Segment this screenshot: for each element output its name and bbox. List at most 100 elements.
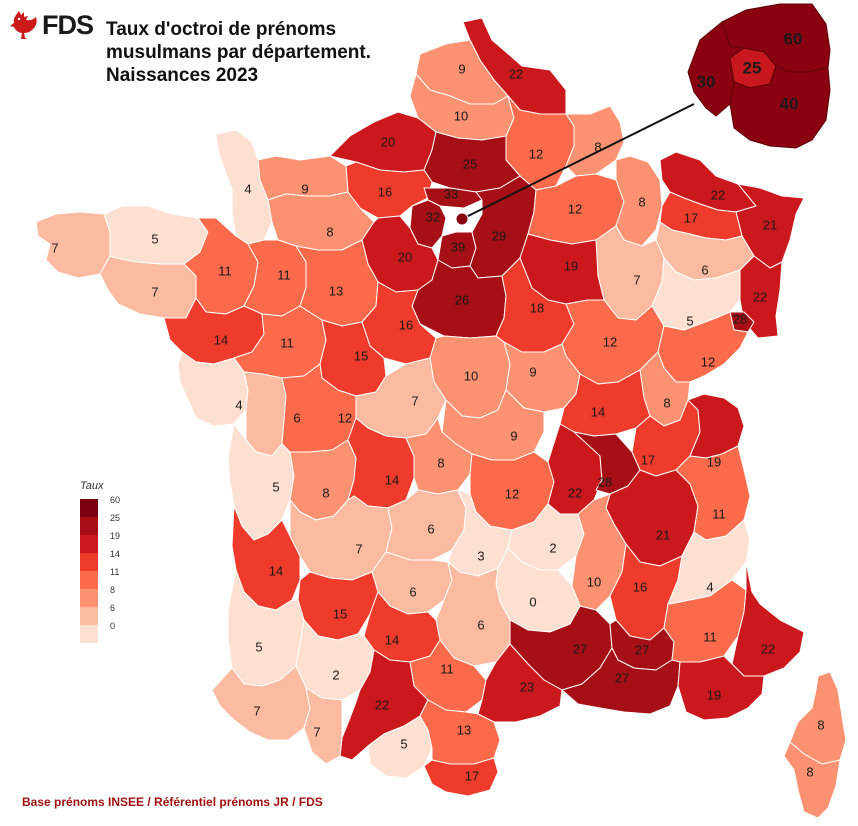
department-meuse [615, 155, 663, 247]
legend-swatch [80, 553, 98, 571]
fds-logo: FDS [8, 10, 94, 41]
department-value-gironde: 14 [269, 563, 283, 578]
legend-swatch [80, 571, 98, 589]
department-value-yonne: 18 [530, 300, 544, 315]
department-value-rhone: 28 [598, 474, 612, 489]
department-savoie [675, 445, 751, 541]
department-value-tarn: 11 [440, 661, 454, 676]
department-value-allier: 9 [510, 428, 517, 443]
source-credit: Base prénoms INSEE / Référentiel prénoms… [22, 795, 323, 809]
department-bouches-du-rhone [561, 647, 681, 715]
legend-class: 14 [80, 549, 170, 571]
inset-department-val-de-marne [729, 65, 831, 149]
department-value-maine-et-loire: 11 [280, 335, 294, 350]
department-value-nord: 22 [509, 66, 523, 81]
logo-text: FDS [42, 10, 94, 40]
department-value-alpes-maritimes: 22 [761, 641, 775, 656]
legend-label: 60 [110, 495, 121, 505]
department-value-oise: 25 [463, 156, 477, 171]
department-value-nievre: 9 [529, 364, 536, 379]
department-value-hautes-alpes: 4 [706, 579, 713, 594]
department-value-ille-et-vilaine: 11 [218, 263, 232, 278]
title-line-2: musulmans par département. [106, 42, 372, 63]
department-value-eure-et-loir: 20 [398, 249, 412, 264]
department-value-aisne: 12 [529, 146, 543, 161]
department-value-ain: 17 [641, 452, 655, 467]
department-charente-maritime [227, 423, 295, 541]
department-value-loire: 22 [568, 485, 582, 500]
department-alpes-maritimes [731, 561, 805, 677]
department-value-lot: 6 [409, 584, 416, 599]
department-value-gard: 27 [573, 641, 587, 656]
legend-class: 25 [80, 513, 170, 535]
department-value-tarn-et-garonne: 14 [385, 632, 399, 647]
department-value-haute-saone: 5 [686, 313, 693, 328]
department-value-vienne: 12 [338, 410, 352, 425]
department-value-sarthe: 13 [329, 283, 343, 298]
department-value-aube: 19 [564, 258, 578, 273]
department-value-haute-marne: 7 [633, 272, 640, 287]
department-value-seine-maritime: 20 [381, 134, 395, 149]
department-value-hautes-pyrenees: 7 [313, 724, 320, 739]
legend-title: Taux [80, 480, 104, 492]
department-value-indre: 7 [411, 393, 418, 408]
department-value-saone-et-loire: 14 [591, 404, 605, 419]
department-value-cantal: 3 [477, 548, 484, 563]
department-value-haute-loire: 2 [549, 540, 556, 555]
department-value-manche: 4 [244, 181, 251, 196]
legend-label: 19 [110, 531, 121, 541]
department-value-calvados: 9 [301, 181, 308, 196]
department-finistere [35, 211, 111, 279]
legend-label: 25 [110, 513, 121, 523]
department-value-charente: 8 [322, 485, 329, 500]
department-value-jura: 8 [663, 395, 670, 410]
legend-swatch [80, 499, 98, 517]
legend-class: 11 [80, 567, 170, 589]
department-deux-sevres [243, 371, 287, 457]
department-value-var: 19 [707, 687, 721, 702]
department-value-puy-de-dome: 12 [505, 486, 519, 501]
department-value-yvelines: 32 [426, 209, 440, 224]
legend-label: 8 [110, 585, 116, 595]
department-value-savoie: 11 [712, 506, 726, 521]
department-value-lot-et-garonne: 15 [333, 606, 347, 621]
department-value-corse-du-sud: 8 [806, 764, 813, 779]
legend-swatch [80, 589, 98, 607]
department-value-loire-atlantique: 14 [214, 332, 228, 347]
department-value-pyrenees-atlantiques: 7 [253, 703, 260, 718]
department-value-morbihan: 7 [151, 284, 158, 299]
department-value-pas-de-calais: 9 [458, 61, 465, 76]
legend-label: 14 [110, 549, 121, 559]
department-value-seine-et-marne: 29 [492, 228, 506, 243]
department-value-ariege: 5 [400, 736, 407, 751]
department-var [677, 655, 765, 721]
department-value-creuse: 8 [437, 455, 444, 470]
department-corse-du-sud [783, 741, 841, 819]
department-value-cote-d-or: 12 [603, 334, 617, 349]
department-value-mayenne: 11 [277, 267, 291, 282]
department-value-cotes-d-armor: 5 [151, 231, 158, 246]
department-value-vaucluse: 27 [635, 642, 649, 657]
department-value-loiret: 26 [455, 292, 469, 307]
department-value-landes: 5 [255, 639, 262, 654]
department-value-ardeche: 10 [587, 574, 601, 589]
legend-class: 0 [80, 621, 170, 643]
department-value-loir-et-cher: 16 [399, 317, 413, 332]
department-value-isere: 21 [656, 527, 670, 542]
legend-class: 6 [80, 603, 170, 625]
paris-inset-shapes [687, 3, 831, 149]
department-hautes-pyrenees [303, 687, 343, 765]
department-value-drome: 16 [633, 579, 647, 594]
department-value-deux-sevres: 6 [293, 410, 300, 425]
inset-value-seine-saint-denis: 60 [784, 29, 803, 48]
department-value-dordogne: 7 [355, 541, 362, 556]
department-value-moselle: 22 [711, 187, 725, 202]
department-value-bas-rhin: 21 [763, 217, 777, 232]
paris-marker [455, 212, 469, 226]
department-pyrenees-orientales [423, 757, 499, 797]
department-ardennes [565, 105, 625, 177]
department-value-haute-garonne: 22 [375, 697, 389, 712]
department-value-haute-corse: 8 [817, 717, 824, 732]
